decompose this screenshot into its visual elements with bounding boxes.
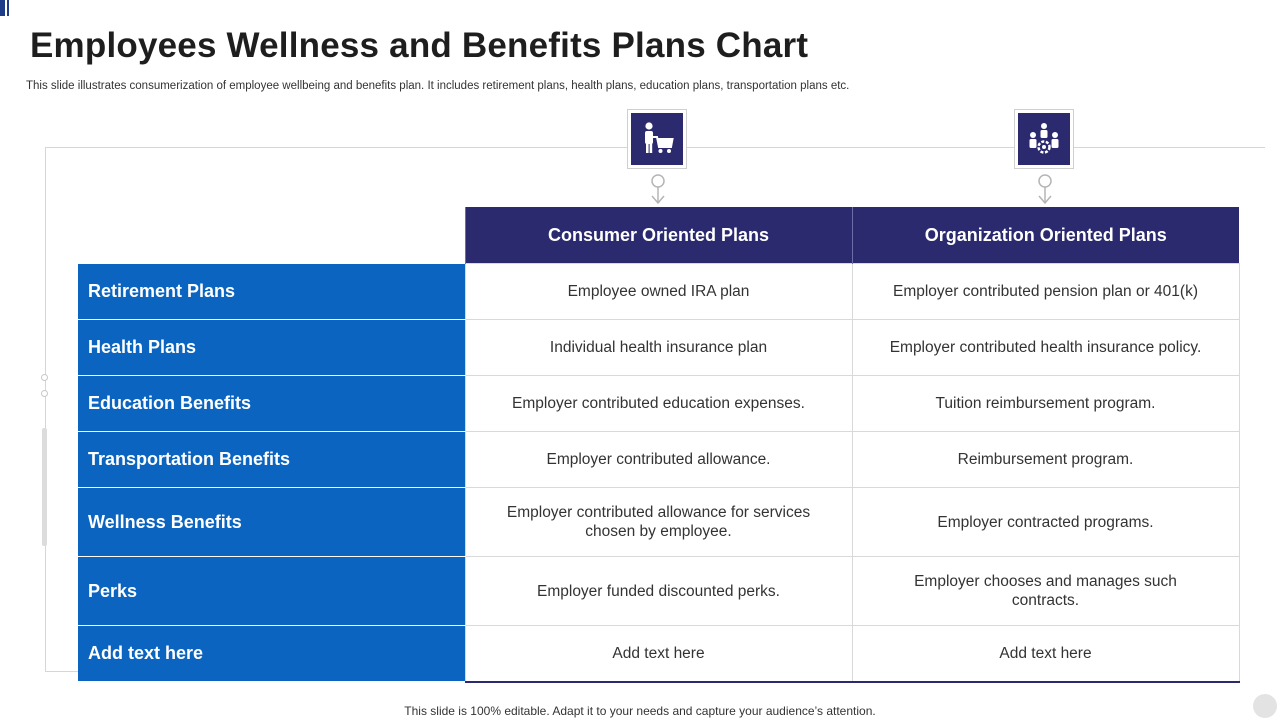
organization-cell: Reimbursement program. <box>851 431 1240 488</box>
row-label: Retirement Plans <box>78 263 465 320</box>
organization-cell: Employer contributed health insurance po… <box>851 319 1240 376</box>
consumer-cell: Employer contributed education expenses. <box>464 375 853 432</box>
table-row: Wellness Benefits Employer contributed a… <box>78 487 1240 557</box>
consumer-cell: Employer contributed allowance. <box>464 431 853 488</box>
footer-note: This slide is 100% editable. Adapt it to… <box>404 704 876 718</box>
frame-dot <box>41 390 48 397</box>
row-label: Perks <box>78 556 465 626</box>
consumer-pin-connector <box>651 174 665 205</box>
shopper-cart-icon <box>645 122 674 153</box>
page-subtitle: This slide illustrates consumerization o… <box>26 80 850 92</box>
page-title: Employees Wellness and Benefits Plans Ch… <box>30 26 809 65</box>
corner-accent <box>0 0 9 16</box>
row-label: Health Plans <box>78 319 465 376</box>
consumer-cell: Employee owned IRA plan <box>464 263 853 320</box>
row-label: Add text here <box>78 625 465 682</box>
slide-nav-button[interactable] <box>1253 694 1277 718</box>
row-label: Education Benefits <box>78 375 465 432</box>
column-header-organization: Organization Oriented Plans <box>851 207 1239 264</box>
side-scroll-bar <box>42 428 47 546</box>
table-row: Health Plans Individual health insurance… <box>78 319 1240 376</box>
team-gear-icon <box>1029 123 1059 154</box>
table-header-row: Consumer Oriented Plans Organization Ori… <box>78 207 1239 264</box>
organization-icon-box <box>1014 109 1074 169</box>
frame-dot <box>41 374 48 381</box>
table-row: Transportation Benefits Employer contrib… <box>78 431 1240 488</box>
table-row: Add text here Add text here Add text her… <box>78 625 1240 683</box>
organization-pin-connector <box>1038 174 1052 205</box>
consumer-cell: Individual health insurance plan <box>464 319 853 376</box>
organization-cell: Add text here <box>851 625 1240 683</box>
frame-line-left <box>45 147 46 672</box>
row-label: Transportation Benefits <box>78 431 465 488</box>
organization-cell: Employer contributed pension plan or 401… <box>851 263 1240 320</box>
row-label: Wellness Benefits <box>78 487 465 557</box>
frame-line-bottom <box>45 671 78 672</box>
consumer-icon-box <box>627 109 687 169</box>
consumer-cell: Employer contributed allowance for servi… <box>464 487 853 557</box>
column-header-consumer: Consumer Oriented Plans <box>464 207 852 264</box>
header-blank-cell <box>78 207 465 264</box>
consumer-cell: Employer funded discounted perks. <box>464 556 853 626</box>
table-row: Retirement Plans Employee owned IRA plan… <box>78 263 1240 320</box>
organization-cell: Employer contracted programs. <box>851 487 1240 557</box>
benefits-plans-table: Consumer Oriented Plans Organization Ori… <box>78 207 1240 683</box>
table-row: Perks Employer funded discounted perks. … <box>78 556 1240 626</box>
organization-cell: Tuition reimbursement program. <box>851 375 1240 432</box>
organization-cell: Employer chooses and manages such contra… <box>851 556 1240 626</box>
consumer-cell: Add text here <box>464 625 853 683</box>
table-row: Education Benefits Employer contributed … <box>78 375 1240 432</box>
